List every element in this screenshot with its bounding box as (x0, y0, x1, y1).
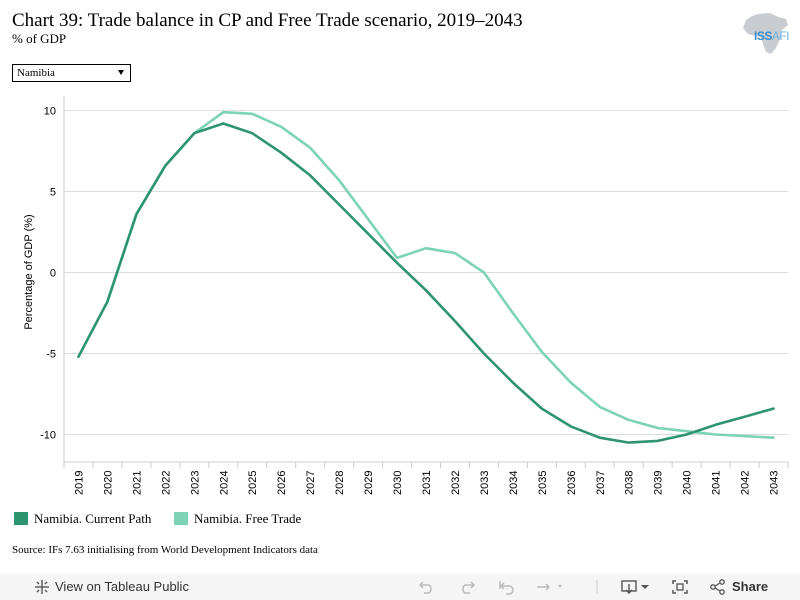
revert-icon (499, 581, 514, 595)
x-tick-label: 2021 (131, 471, 143, 495)
share-label: Share (732, 579, 769, 594)
x-tick-label: 2038 (624, 471, 636, 495)
view-on-tableau-label: View on Tableau Public (55, 579, 189, 594)
x-tick-label: 2039 (653, 471, 665, 495)
x-tick-label: 2032 (450, 471, 462, 495)
y-tick-labels: 10 5 0 -5 -10 (40, 106, 56, 442)
x-tick-label: 2020 (102, 471, 114, 495)
series-line-free-trade (77, 110, 775, 440)
y-tick-label: 10 (44, 106, 56, 118)
undo-button[interactable] (418, 574, 436, 600)
x-tick-label: 2030 (392, 471, 404, 495)
tableau-logo-icon (35, 580, 49, 594)
series-line-current-path (77, 122, 775, 444)
x-tick-label: 2040 (682, 471, 694, 495)
download-button[interactable] (621, 574, 651, 600)
dropdown-caret-icon (118, 70, 124, 75)
x-tick-label: 2034 (508, 471, 520, 495)
axes (63, 96, 789, 468)
y-tick-label: 5 (50, 187, 56, 199)
fullscreen-button[interactable] (671, 574, 689, 600)
iss-logo-text: ISSAFI (754, 29, 790, 43)
x-tick-label: 2027 (305, 471, 317, 495)
undo-icon (418, 581, 432, 594)
refresh-icon (537, 583, 562, 591)
source-note: Source: IFs 7.63 initialising from World… (12, 544, 318, 556)
gridlines (64, 110, 788, 435)
africa-map-logo-icon (743, 13, 788, 54)
series-lines (77, 110, 775, 444)
tableau-toolbar: View on Tableau Public Share (0, 574, 800, 600)
x-tick-label: 2022 (160, 471, 172, 495)
legend-label-current-path: Namibia. Current Path (34, 511, 152, 526)
x-tick-label: 2035 (537, 471, 549, 495)
y-axis-label: Percentage of GDP (%) (23, 214, 35, 329)
redo-icon (462, 581, 476, 594)
fullscreen-icon (672, 580, 688, 594)
x-tick-label: 2041 (711, 471, 723, 495)
legend-swatch-free-trade (174, 512, 188, 525)
chart-title: Chart 39: Trade balance in CP and Free T… (12, 10, 523, 31)
x-tick-labels: 2019 2020 2021 2022 2023 2024 2025 2026 2027 2028… (73, 471, 780, 495)
x-tick-label: 2033 (479, 471, 491, 495)
legend-label-free-trade: Namibia. Free Trade (194, 511, 302, 526)
x-tick-label: 2037 (595, 471, 607, 495)
y-tick-label: 0 (50, 268, 56, 280)
x-tick-label: 2019 (73, 471, 85, 495)
share-icon (710, 579, 725, 595)
country-filter-dropdown[interactable]: Namibia (12, 64, 131, 82)
x-tick-label: 2029 (363, 471, 375, 495)
revert-button[interactable] (498, 574, 516, 600)
x-tick-label: 2025 (247, 471, 259, 495)
x-tick-label: 2043 (769, 471, 781, 495)
x-tick-label: 2024 (218, 471, 230, 495)
x-tick-label: 2042 (740, 471, 752, 495)
redo-button[interactable] (458, 574, 476, 600)
x-tick-label: 2031 (421, 471, 433, 495)
x-tick-label: 2026 (276, 471, 288, 495)
x-tick-label: 2028 (334, 471, 346, 495)
toolbar-divider (596, 574, 598, 600)
y-tick-label: -5 (46, 348, 56, 360)
x-tick-label: 2036 (566, 471, 578, 495)
chart-subtitle: % of GDP (12, 31, 67, 46)
legend-swatch-current-path (14, 512, 28, 525)
refresh-button[interactable] (536, 574, 566, 600)
x-tick-label: 2023 (189, 471, 201, 495)
download-icon (621, 580, 649, 594)
y-tick-label: -10 (40, 429, 56, 441)
country-filter-value: Namibia (17, 67, 55, 79)
legend-item-free-trade[interactable]: Namibia. Free Trade (174, 511, 301, 527)
legend-item-current-path[interactable]: Namibia. Current Path (14, 511, 151, 527)
